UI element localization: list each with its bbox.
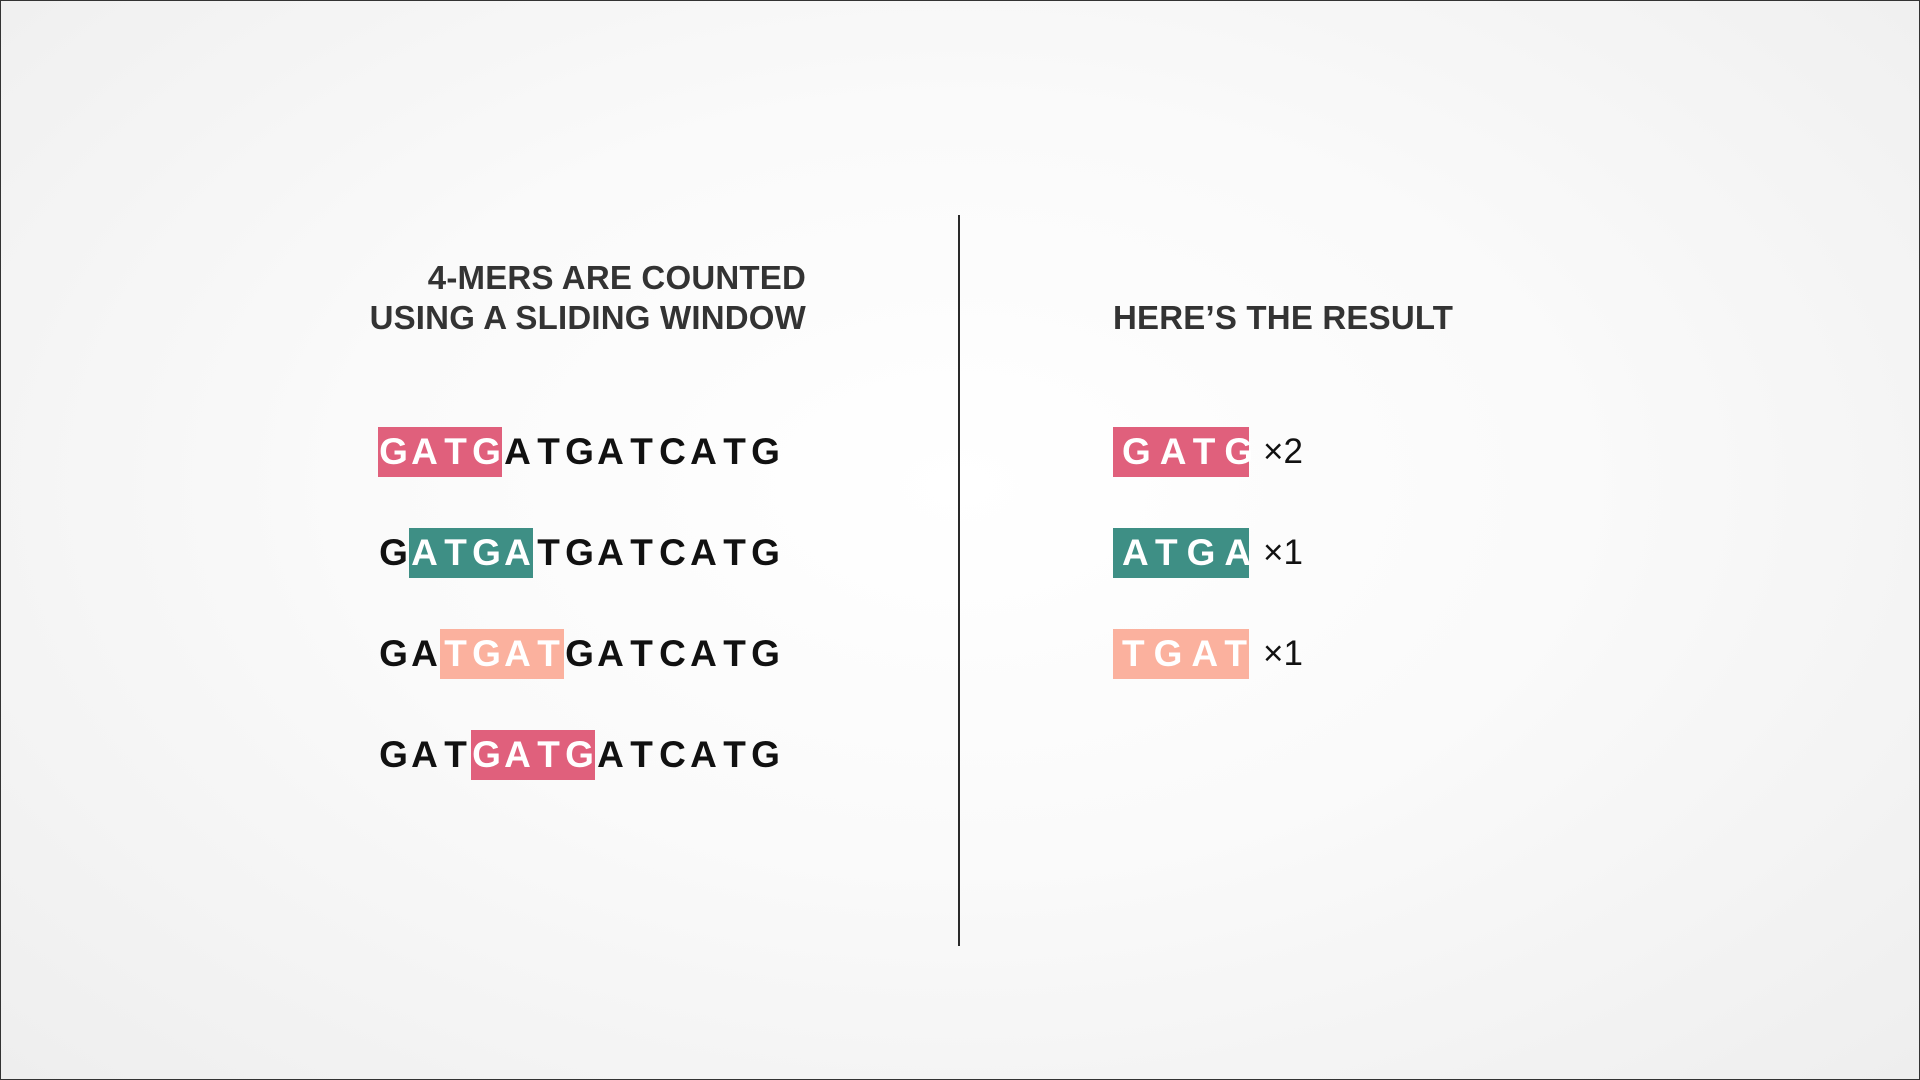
- sequence-letter: A: [411, 734, 438, 775]
- sequence-letter: T: [723, 633, 746, 674]
- window-highlight-letter: G: [471, 427, 502, 477]
- window-highlight-letter: T: [440, 427, 471, 477]
- sequence-letter: T: [723, 734, 746, 775]
- sequence-letter: T: [630, 633, 653, 674]
- sliding-window-heading-line-1: 4-MERS ARE COUNTED: [427, 259, 806, 296]
- sequence-letter: G: [379, 734, 408, 775]
- result-row: GATG ×2: [1113, 427, 1303, 477]
- kmer-count: ×2: [1263, 432, 1303, 471]
- result-heading: HERE’S THE RESULT: [1113, 299, 1454, 336]
- sequence-letter: C: [659, 431, 686, 472]
- sequence-letter: A: [690, 633, 717, 674]
- sequence-letter: G: [751, 734, 780, 775]
- sequence-letter: A: [504, 431, 531, 472]
- window-highlight-letter: G: [471, 528, 502, 578]
- sequence-letter: G: [751, 633, 780, 674]
- sequence-letter: A: [690, 431, 717, 472]
- sequence-letter: T: [444, 734, 467, 775]
- sequence-letter: T: [723, 532, 746, 573]
- sequence-letter: A: [597, 734, 624, 775]
- vertical-divider: [958, 215, 960, 946]
- window-highlight-letter: T: [440, 629, 471, 679]
- sequence-letter: A: [597, 532, 624, 573]
- sequence-letter: G: [565, 633, 594, 674]
- window-highlight-letter: T: [533, 629, 564, 679]
- sequence-letter: G: [565, 431, 594, 472]
- result-row: ATGA ×1: [1113, 528, 1303, 578]
- window-highlight-letter: G: [378, 427, 409, 477]
- sequence-letter: A: [690, 734, 717, 775]
- sequence-letter: C: [659, 734, 686, 775]
- window-highlight-letter: A: [502, 528, 533, 578]
- kmer-count: ×1: [1263, 533, 1303, 572]
- sequence-letter: A: [690, 532, 717, 573]
- window-highlight-letter: A: [502, 629, 533, 679]
- window-highlight-letter: A: [409, 528, 440, 578]
- kmer-chip: GATG: [1113, 427, 1253, 477]
- sequence-letter: G: [751, 532, 780, 573]
- sequence-letter: T: [723, 431, 746, 472]
- sequence-letter: G: [565, 532, 594, 573]
- kmer-count: ×1: [1263, 634, 1303, 673]
- window-highlight-letter: A: [502, 730, 533, 780]
- sequence-letter: C: [659, 532, 686, 573]
- sliding-window-heading: 4-MERS ARE COUNTED USING A SLIDING WINDO…: [370, 258, 806, 338]
- window-highlight-letter: G: [471, 730, 502, 780]
- sequence-letter: A: [597, 431, 624, 472]
- sequence-letter: A: [597, 633, 624, 674]
- sequence-letter: G: [379, 532, 408, 573]
- sequence-letter: A: [411, 633, 438, 674]
- sequence-letter: G: [379, 633, 408, 674]
- window-highlight-letter: A: [409, 427, 440, 477]
- sequence-letter: T: [537, 532, 560, 573]
- sliding-window-heading-line-2: USING A SLIDING WINDOW: [369, 299, 806, 336]
- window-highlight-letter: G: [471, 629, 502, 679]
- kmer-chip: ATGA: [1113, 528, 1251, 578]
- sequence-letter: T: [630, 431, 653, 472]
- kmer-chip: TGAT: [1113, 629, 1249, 679]
- sequence-letter: G: [751, 431, 780, 472]
- result-row: TGAT ×1: [1113, 629, 1303, 679]
- sequence-letter: T: [537, 431, 560, 472]
- sequence-letter: C: [659, 633, 686, 674]
- window-highlight-letter: T: [533, 730, 564, 780]
- sequence-letter: T: [630, 532, 653, 573]
- window-highlight-letter: T: [440, 528, 471, 578]
- sequence-letter: T: [630, 734, 653, 775]
- window-highlight-letter: G: [564, 730, 595, 780]
